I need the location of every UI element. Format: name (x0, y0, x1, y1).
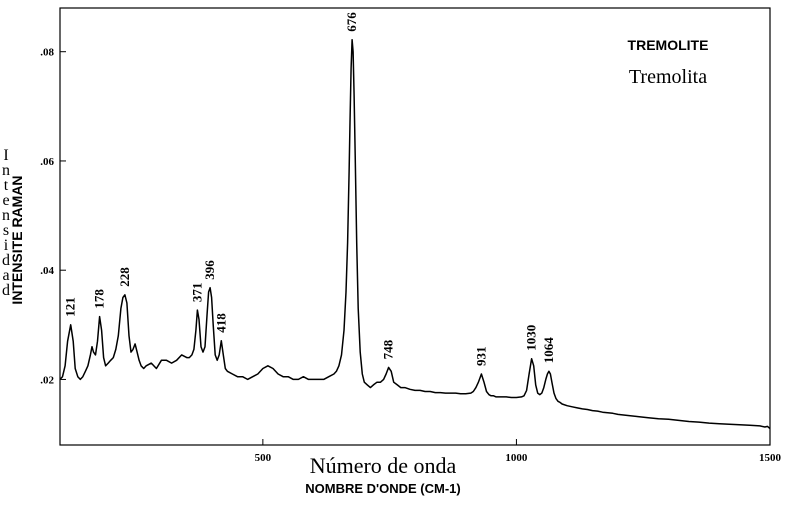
y-axis-label-es-letter: n (2, 207, 10, 224)
peak-label: 418 (213, 313, 228, 333)
y-tick-label: .04 (40, 265, 54, 277)
peak-label: 228 (117, 267, 132, 287)
peak-labels: 121 178 228 371 396 418 676 748 931 1030 1064 (63, 12, 556, 366)
peak-label: 178 (92, 289, 107, 309)
plot-frame (59, 7, 771, 446)
peak-label: 371 (189, 283, 204, 303)
legend-label-fr: TREMOLITE (628, 37, 709, 53)
x-axis-label-es: Número de onda (310, 453, 457, 478)
y-axis-label-fr: INTENSITE RAMAN (9, 175, 25, 304)
y-tick-label: .06 (40, 156, 54, 168)
y-tick-label: .02 (40, 374, 54, 386)
peak-label: 676 (344, 12, 359, 32)
peak-label: 1064 (541, 337, 556, 364)
peak-label: 931 (473, 347, 488, 367)
peak-label: 748 (381, 339, 396, 359)
peak-label: 396 (202, 260, 217, 280)
peak-label: 121 (63, 297, 78, 317)
x-tick-label: 1500 (759, 452, 782, 464)
y-axis-ticks: .02 .04 .06 .08 (40, 47, 66, 386)
y-axis-label-es-letter: a (2, 267, 9, 284)
spectrum-line (59, 38, 771, 430)
y-axis-label-es-letter: d (2, 282, 10, 299)
x-tick-label: 1000 (505, 452, 528, 464)
peak-label: 1030 (524, 325, 539, 351)
y-axis-label-es-letter: i (4, 237, 9, 254)
x-axis-ticks: 500 1000 1500 (255, 439, 782, 464)
y-axis-label-es-letter: s (3, 222, 9, 239)
y-axis-label-es-letter: n (2, 162, 10, 179)
x-axis-label-fr: NOMBRE D'ONDE (CM-1) (305, 481, 460, 496)
y-axis-label-es-letter: I (3, 147, 8, 164)
y-tick-label: .08 (40, 47, 54, 59)
legend-label-es: Tremolita (629, 66, 707, 88)
y-axis-label-es-letter: t (4, 177, 9, 194)
y-axis-label-es-letter: e (2, 192, 9, 209)
y-axis-label-es-letter: d (2, 252, 10, 269)
x-tick-label: 500 (255, 452, 272, 464)
